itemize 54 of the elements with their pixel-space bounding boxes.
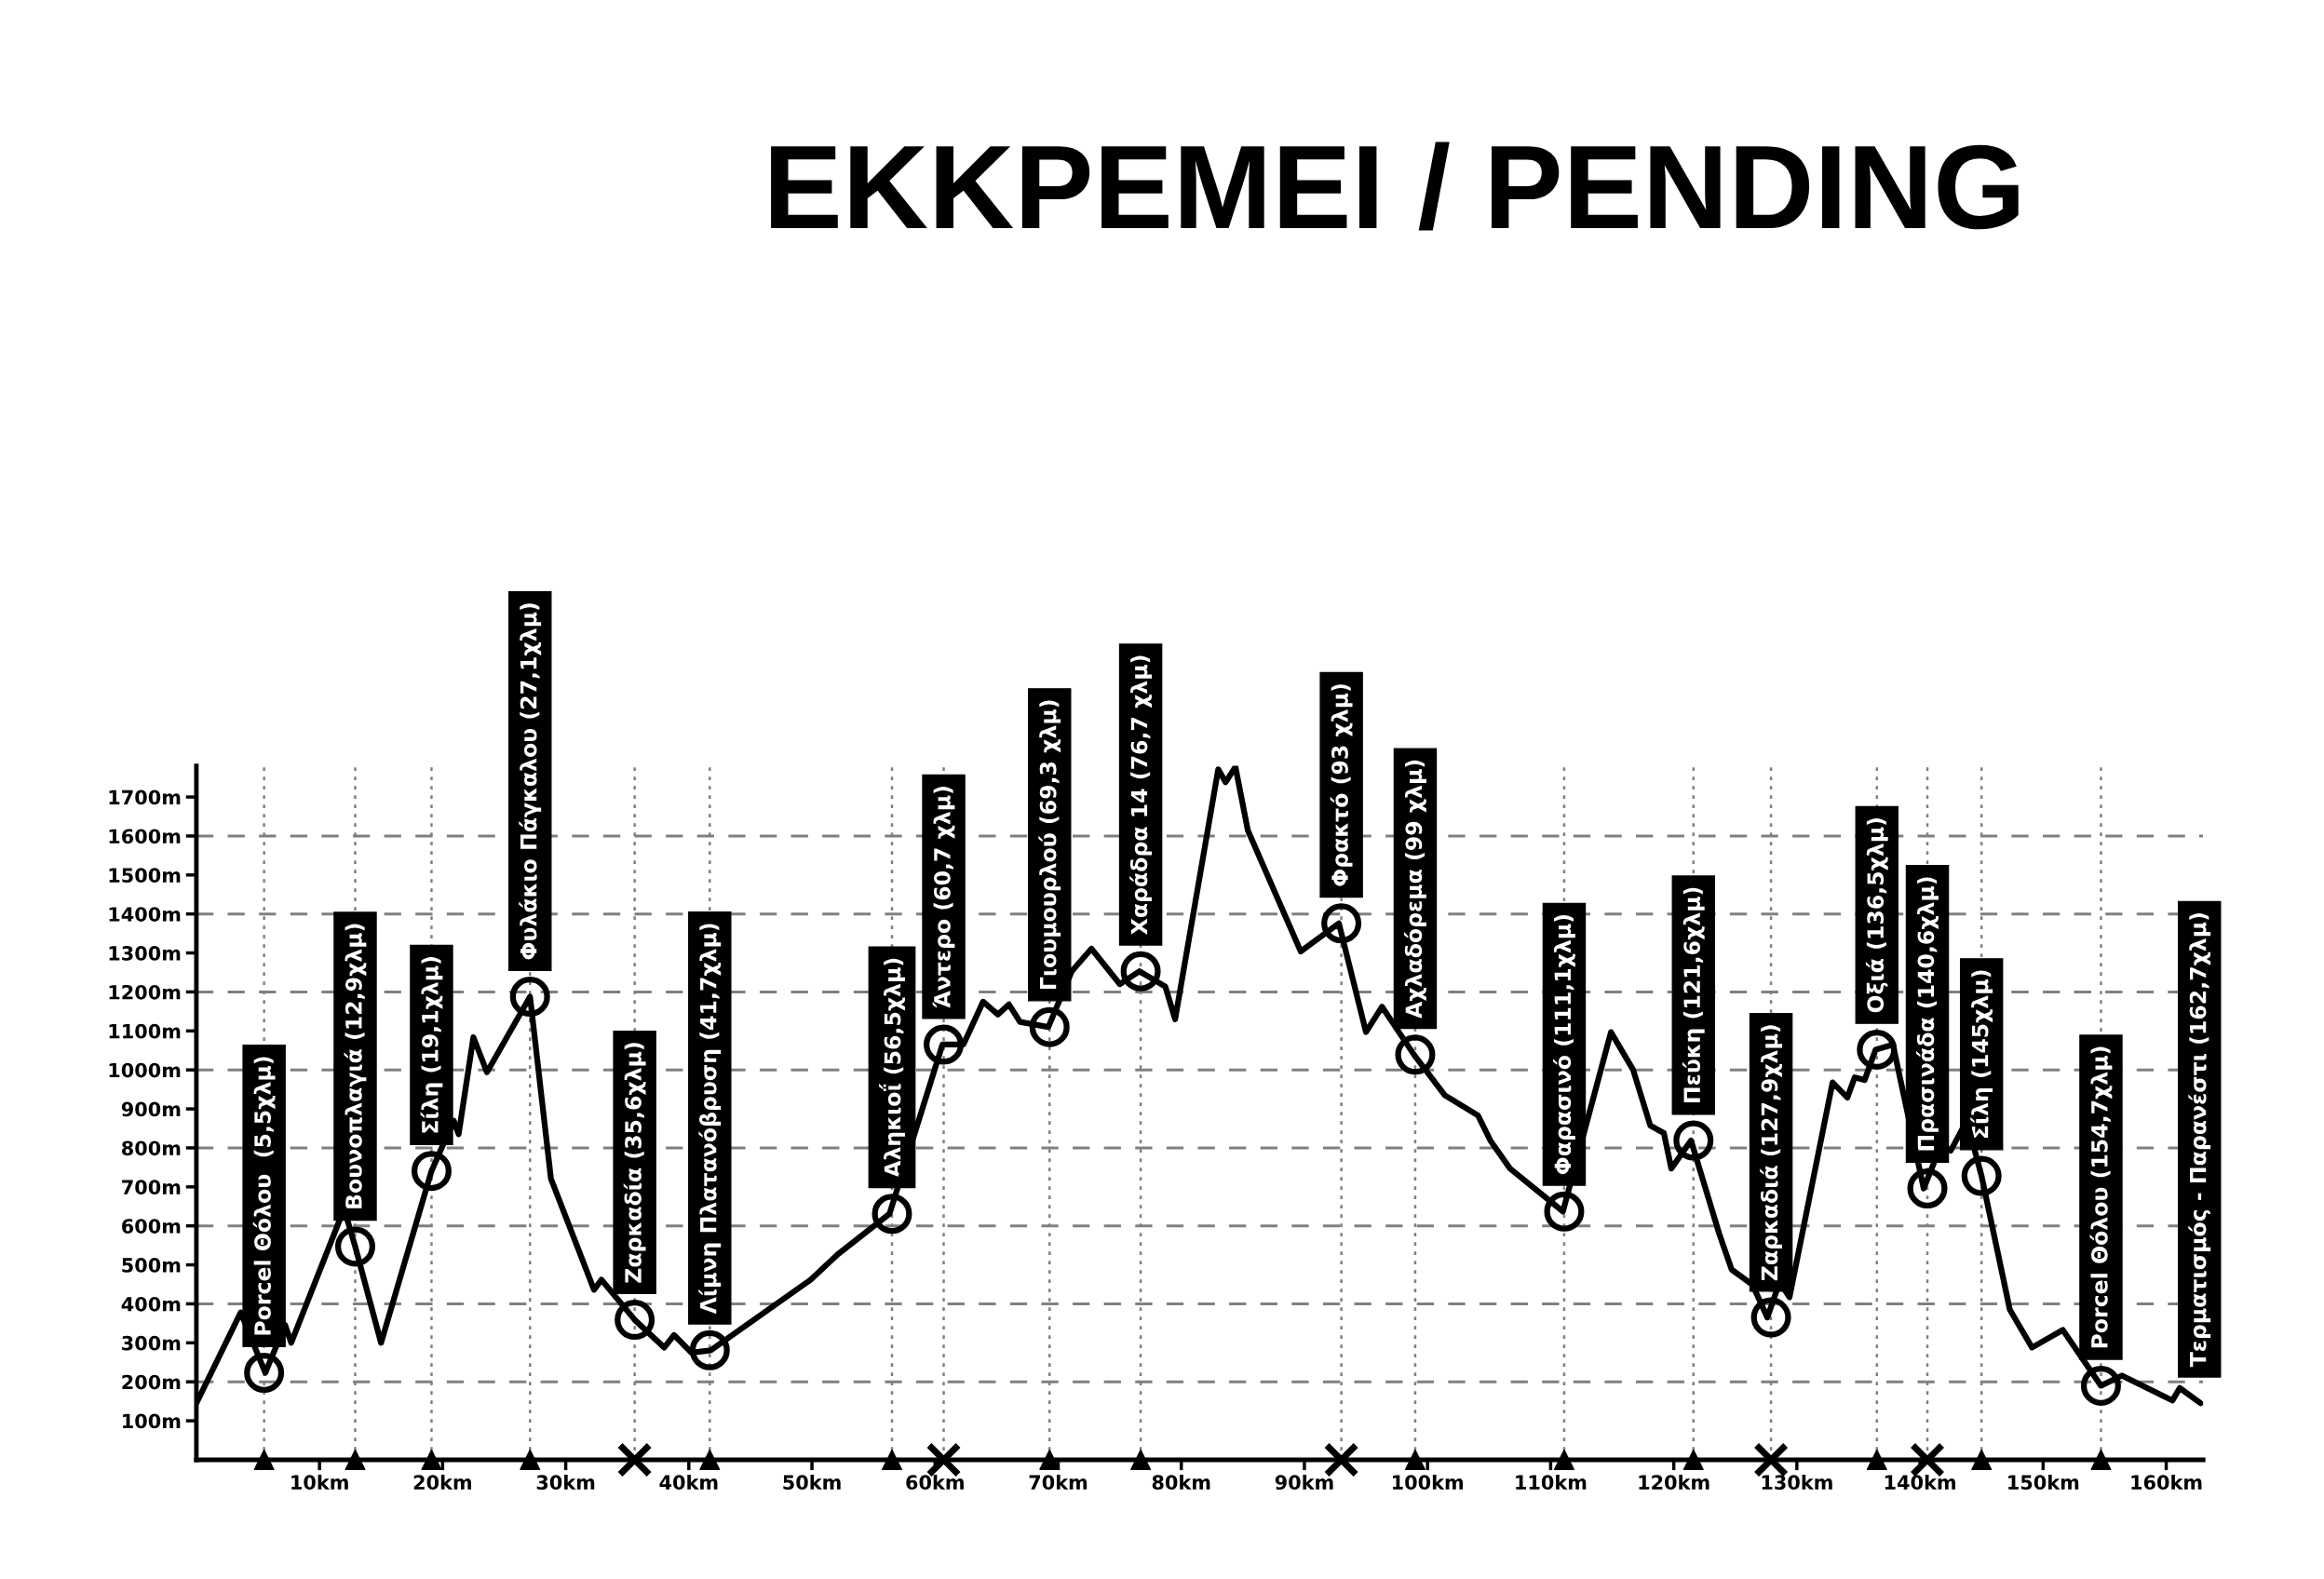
x-tick-label: 70km (1029, 1474, 1088, 1491)
y-tick-label: 300m (122, 1335, 181, 1351)
y-tick-label: 1100m (109, 1023, 181, 1039)
y-tick-label: 1000m (109, 1062, 181, 1078)
x-tick-label: 30km (536, 1474, 595, 1491)
y-tick-label: 100m (123, 1413, 181, 1429)
annotation: Porcel Θόλου (154,7χλμ) (2089, 1046, 2113, 1348)
annotation: Porcel Θόλου (5,5χλμ) (252, 1057, 276, 1335)
annotation: Χαράδρα 14 (76,7 χλμ) (1129, 655, 1152, 935)
annotation: Βουνοπλαγιά (12,9χλμ) (344, 924, 367, 1208)
x-tick-label: 60km (906, 1474, 964, 1491)
y-tick-label: 1400m (109, 907, 181, 922)
annotation: Οξιά (136,5χλμ) (1865, 818, 1888, 1013)
annotation: Γιουμουρλού (69,3 χλμ) (1038, 700, 1061, 990)
annotation: Φρακτό (93 χλμ) (1330, 684, 1353, 886)
annotation: Πρασινάδα (140,6χλμ) (1916, 877, 1939, 1151)
y-tick-label: 700m (122, 1180, 181, 1195)
annotation: Φαρασινό (111,1χλμ) (1553, 915, 1575, 1175)
annotation: Άντερο (60,7 χλμ) (932, 787, 955, 1008)
annotation: Λίμνη Πλατανόβρυση (41,7χλμ) (698, 924, 722, 1315)
x-tick-label: 100km (1393, 1474, 1464, 1491)
annotation: Πεύκη (121,6χλμ) (1682, 887, 1705, 1102)
y-tick-label: 500m (122, 1258, 181, 1273)
annotation: Ζαρκαδία (35,6χλμ) (623, 1043, 646, 1283)
annotation: Φυλάκιο Πάγκαλου (27,1χλμ) (519, 603, 542, 960)
y-tick-label: 1500m (109, 868, 181, 884)
annotation: Αληκιοΐ (56,5χλμ) (878, 958, 906, 1178)
annotation: Σίλη (145χλμ) (1970, 970, 1993, 1139)
y-tick-label: 1200m (109, 984, 181, 1000)
x-tick-label: 130km (1762, 1474, 1832, 1491)
annotation: Τερματισμός - Παρανέστι (162,7χλμ) (2188, 913, 2211, 1368)
chart-title: ΕΚΚΡΕΜΕΙ / PENDING (771, 142, 2019, 231)
x-tick-label: 110km (1516, 1474, 1587, 1491)
annotation: Αχλαδόρεμα (99 χλμ) (1404, 760, 1426, 1019)
x-tick-label: 160km (2131, 1474, 2202, 1491)
y-tick-label: 200m (122, 1374, 181, 1390)
x-tick-label: 40km (659, 1474, 718, 1491)
x-tick-label: 50km (783, 1474, 841, 1491)
y-tick-label: 1600m (109, 829, 181, 844)
x-tick-label: 90km (1275, 1474, 1333, 1491)
x-tick-label: 120km (1639, 1474, 1709, 1491)
x-tick-label: 20km (413, 1474, 471, 1491)
y-tick-label: 600m (122, 1219, 181, 1234)
y-tick-label: 900m (121, 1101, 181, 1117)
x-tick-label: 150km (2008, 1474, 2079, 1491)
x-tick-label: 10km (291, 1474, 348, 1491)
x-tick-label: 80km (1152, 1474, 1210, 1491)
y-tick-label: 1700m (109, 790, 181, 805)
y-tick-label: 800m (122, 1140, 181, 1156)
x-tick-label: 140km (1885, 1474, 1955, 1491)
annotation: Σίλη (19,1χλμ) (420, 957, 443, 1133)
y-tick-label: 1300m (109, 946, 181, 961)
y-tick-label: 400m (121, 1296, 181, 1312)
annotation: Ζαρκαδιά (127,9χλμ) (1760, 1025, 1782, 1281)
